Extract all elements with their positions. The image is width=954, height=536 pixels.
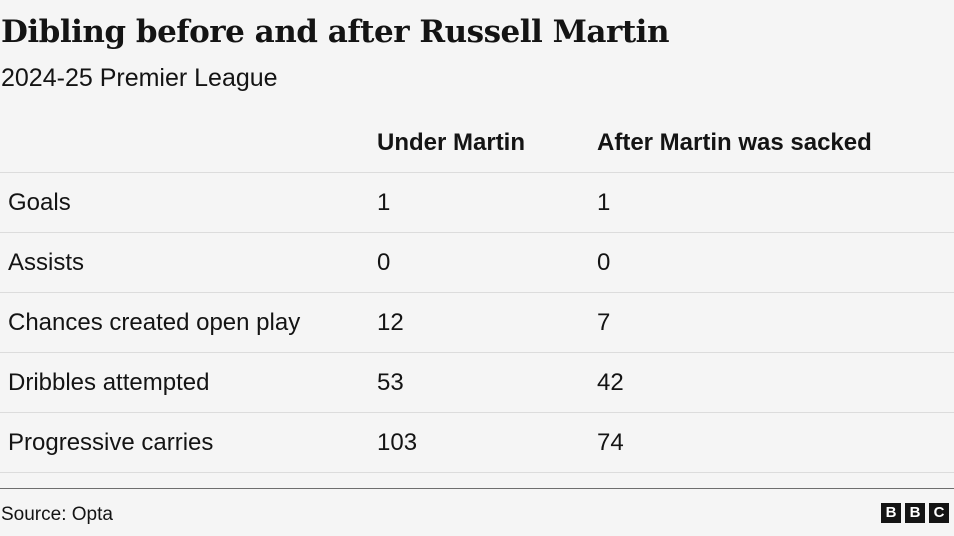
logo-letter: C — [929, 503, 949, 523]
row-metric: Progressive carries — [8, 429, 214, 456]
logo-letter: B — [881, 503, 901, 523]
table-header-row: Under Martin After Martin was sacked — [0, 113, 954, 173]
row-under-value: 1 — [377, 189, 391, 216]
row-metric: Assists — [8, 249, 85, 276]
row-metric: Goals — [8, 189, 71, 216]
row-under-value: 103 — [377, 429, 418, 456]
header-under-martin: Under Martin — [377, 129, 526, 156]
stats-table: Under Martin After Martin was sacked Goa… — [0, 113, 954, 473]
row-under-value: 12 — [377, 309, 404, 336]
table-row: Chances created open play 12 7 — [0, 293, 954, 353]
row-under-value: 0 — [377, 249, 391, 276]
row-metric: Chances created open play — [8, 309, 301, 336]
source-note: Source: Opta — [1, 504, 113, 525]
table-row: Goals 1 1 — [0, 173, 954, 233]
row-after-value: 1 — [597, 189, 611, 216]
row-after-value: 42 — [597, 369, 624, 396]
logo-letter: B — [905, 503, 925, 523]
footer-divider — [0, 488, 954, 489]
row-after-value: 7 — [597, 309, 611, 336]
row-after-value: 0 — [597, 249, 611, 276]
bbc-logo: B B C — [881, 503, 949, 523]
table-row: Assists 0 0 — [0, 233, 954, 293]
chart-subtitle: 2024-25 Premier League — [1, 64, 278, 92]
row-after-value: 74 — [597, 429, 624, 456]
table-row: Dribbles attempted 53 42 — [0, 353, 954, 413]
row-under-value: 53 — [377, 369, 404, 396]
table-row: Progressive carries 103 74 — [0, 413, 954, 473]
chart-title: Dibling before and after Russell Martin — [1, 14, 669, 50]
row-metric: Dribbles attempted — [8, 369, 210, 396]
header-after-martin: After Martin was sacked — [597, 129, 872, 156]
